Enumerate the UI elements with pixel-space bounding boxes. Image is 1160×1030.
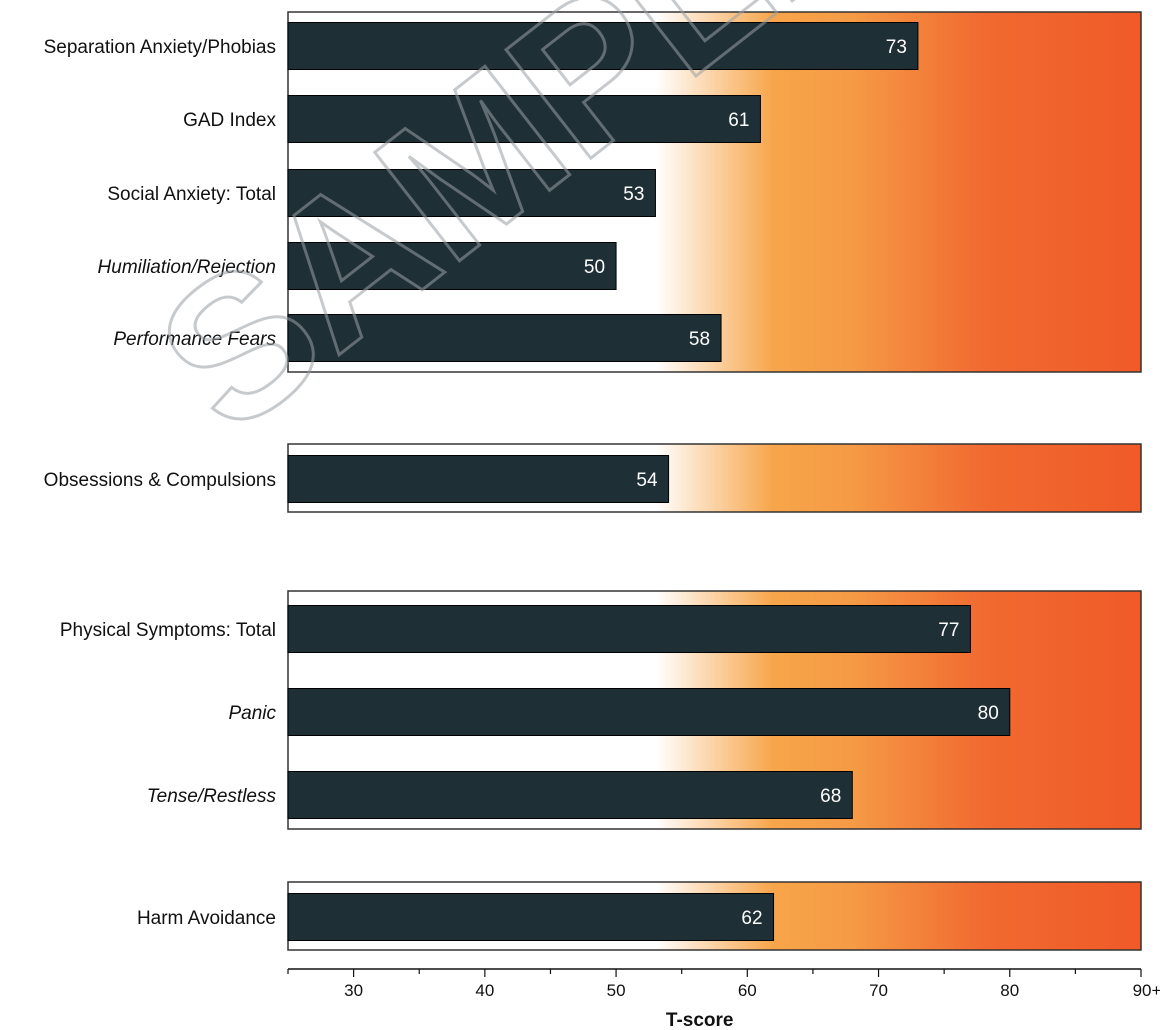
x-axis-title: T-score [666, 1010, 734, 1030]
x-tick-label: 90+ [1133, 981, 1160, 1000]
category-label: Obsessions & Compulsions [44, 470, 276, 491]
bar-gad-index [287, 95, 761, 143]
bars: 73 61 53 50 58 54 77 80 68 62 [287, 22, 1011, 941]
bar-tense-restless [287, 771, 853, 819]
category-label: Social Anxiety: Total [107, 184, 276, 205]
category-label: GAD Index [183, 110, 276, 131]
bar-obsessions-compulsions [287, 455, 670, 503]
value-label: 50 [584, 257, 605, 278]
x-tick-label: 50 [607, 981, 626, 1000]
category-label: Panic [228, 703, 276, 724]
category-label: Tense/Restless [147, 786, 277, 807]
x-tick-label: 80 [1000, 981, 1019, 1000]
x-tick-label: 70 [869, 981, 888, 1000]
value-label: 53 [623, 184, 644, 205]
category-labels: Separation Anxiety/Phobias GAD Index Socia… [44, 37, 277, 929]
bar-performance-fears [287, 314, 722, 362]
bar-panic [287, 688, 1011, 736]
bar-physical-symptoms-total [287, 605, 971, 653]
value-label: 61 [728, 110, 749, 131]
x-axis: 30 40 50 60 70 80 90+ T-score [287, 968, 1160, 1030]
value-label: 58 [689, 329, 710, 350]
category-label: Humiliation/Rejection [98, 257, 276, 278]
bar-separation-anxiety-phobias [287, 22, 919, 70]
category-label: Separation Anxiety/Phobias [44, 37, 276, 58]
category-label: Harm Avoidance [137, 908, 276, 929]
bar-humiliation-rejection [287, 242, 617, 290]
value-label: 68 [820, 786, 841, 807]
x-tick-label: 60 [738, 981, 757, 1000]
value-label: 80 [978, 703, 999, 724]
bar-social-anxiety-total [287, 169, 656, 217]
value-label: 77 [938, 620, 959, 641]
x-tick-label: 40 [475, 981, 494, 1000]
category-label: Physical Symptoms: Total [60, 620, 276, 641]
bar-harm-avoidance [287, 893, 775, 941]
value-label: 73 [886, 37, 907, 58]
category-label: Performance Fears [113, 329, 276, 350]
x-tick-label: 30 [344, 981, 363, 1000]
value-label: 54 [636, 470, 658, 491]
value-label: 62 [741, 908, 762, 929]
